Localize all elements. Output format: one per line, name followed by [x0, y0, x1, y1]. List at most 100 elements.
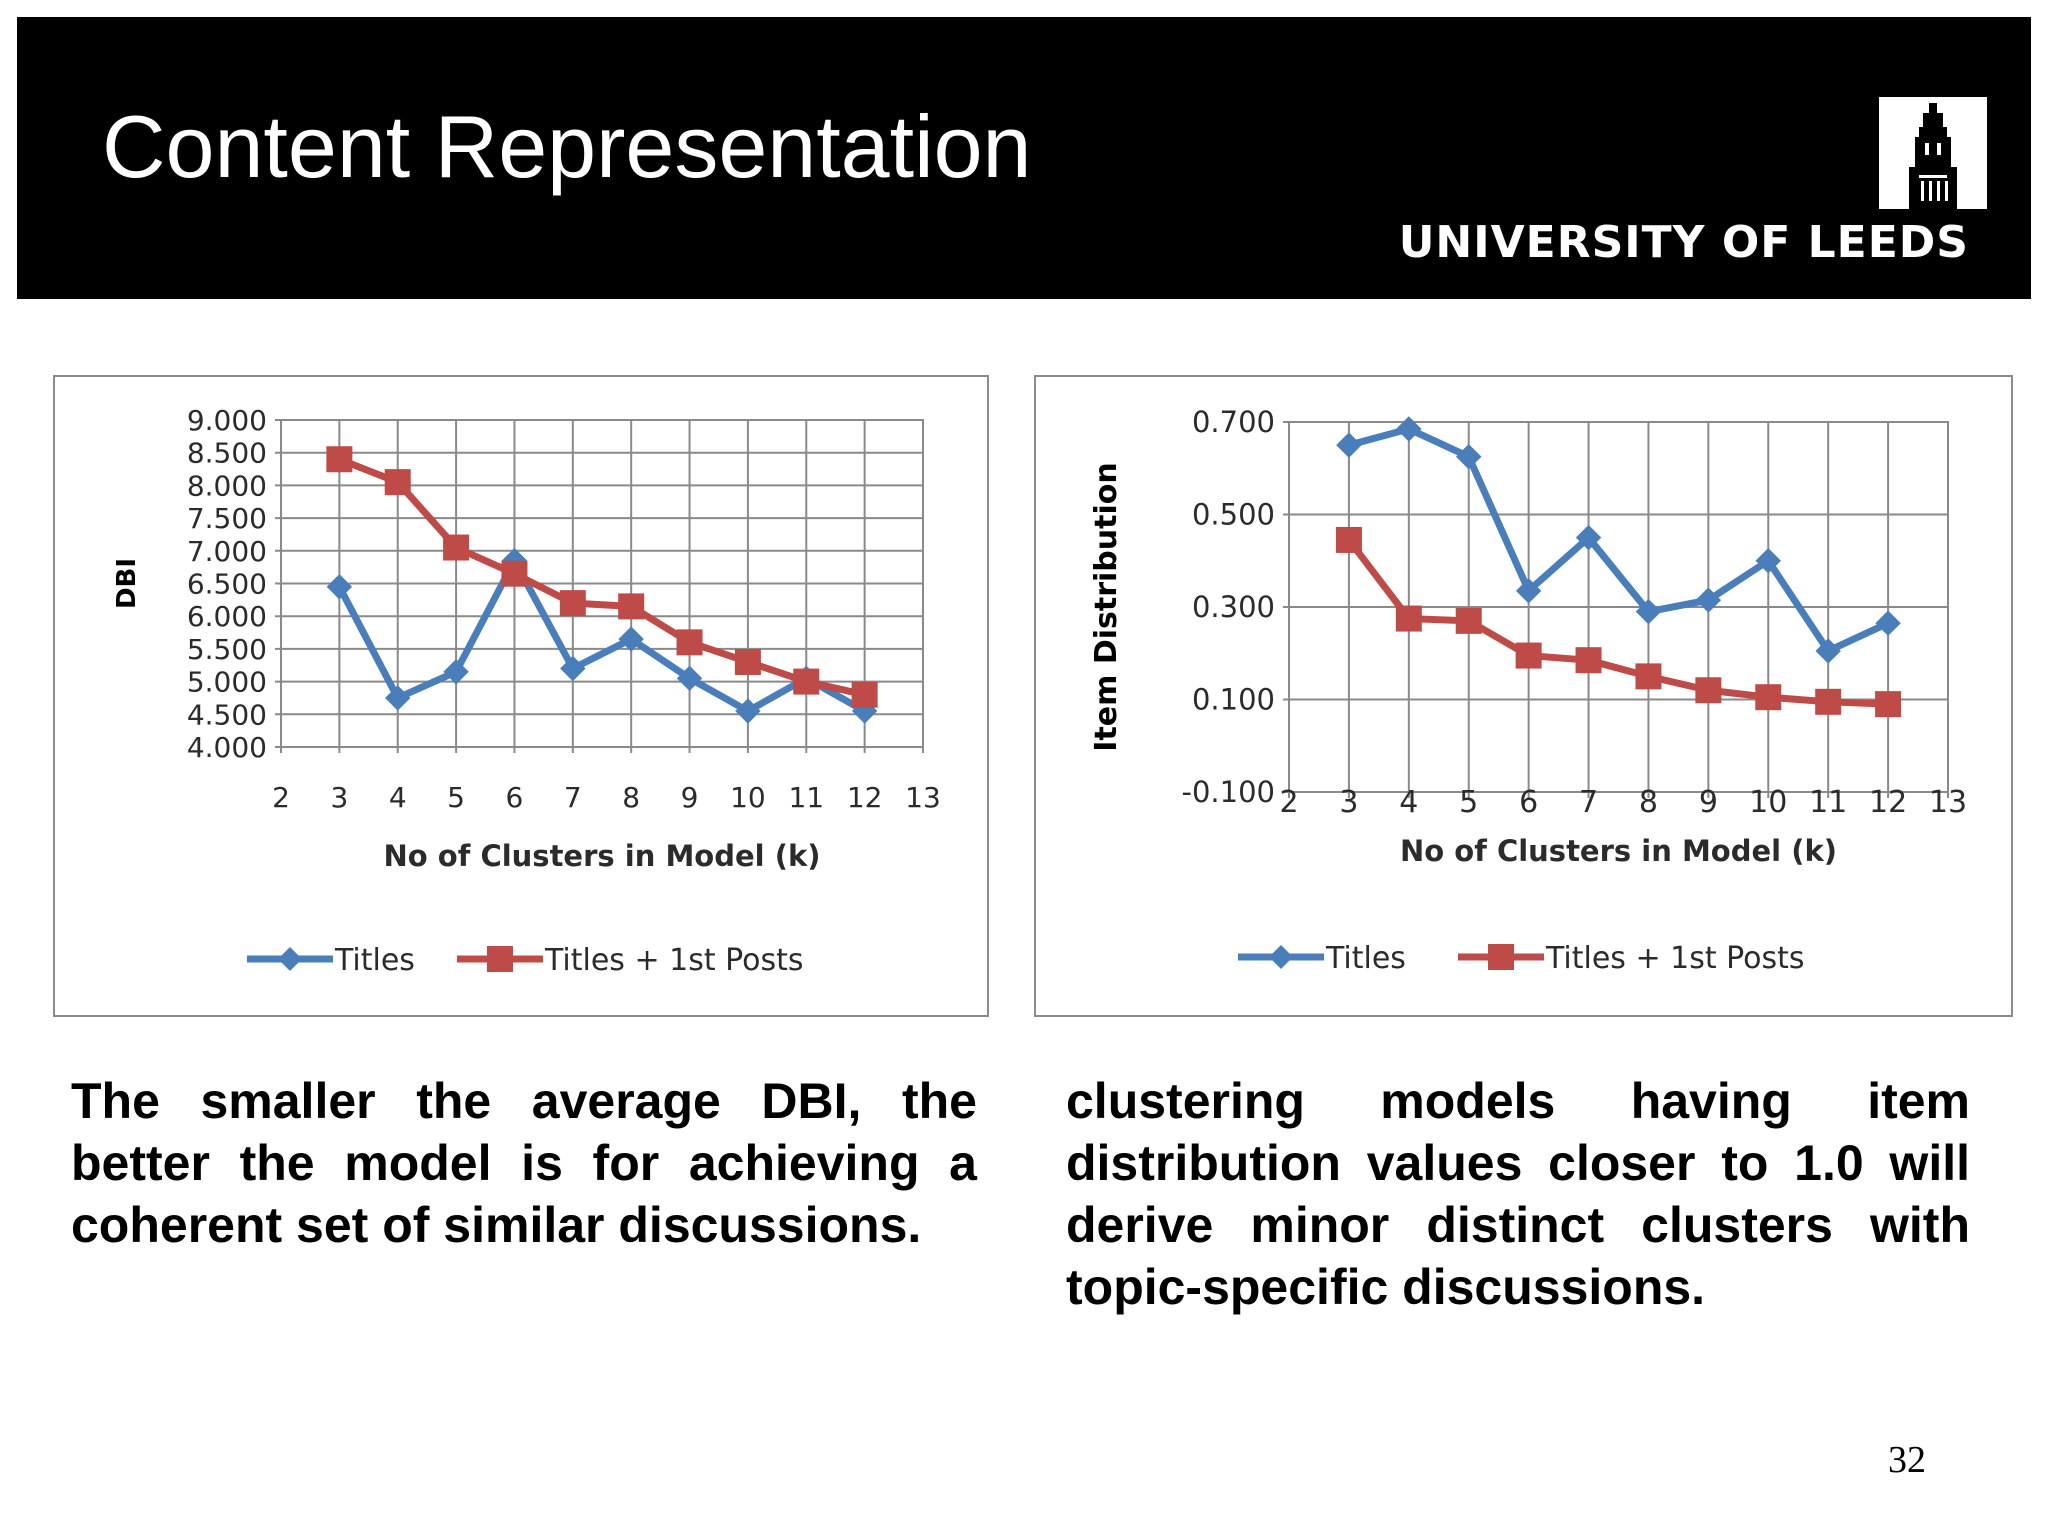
itemdist-series-titles-posts-point: [1815, 688, 1842, 715]
dbi-xtick-label: 13: [905, 781, 941, 814]
dbi-xtick-label: 3: [330, 781, 348, 814]
itemdist-series-titles-point: [1635, 598, 1662, 625]
itemdist-ytick-label: 0.500: [1192, 498, 1275, 532]
dbi-xtick-label: 12: [847, 781, 883, 814]
dbi-series-titles-posts-point: [851, 681, 878, 708]
dbi-series-titles-posts-point: [618, 593, 645, 620]
itemdist-ytick-label: 0.300: [1192, 590, 1275, 624]
dbi-series-titles-posts-point: [793, 668, 820, 695]
itemdist-legend-titles-posts-swatch-marker: [1488, 944, 1514, 970]
dbi-ytick-label: 8.000: [187, 469, 267, 502]
itemdist-xtick-label: 11: [1809, 785, 1847, 820]
dbi-ytick-label: 7.000: [187, 535, 267, 568]
item-distribution-chart: 0.700 0.500 0.300 0.100 -0.100 2 3 4 5 6 7 8 9 10 11 12…: [1034, 375, 2013, 1017]
itemdist-yaxis-title: Item Distribution: [1089, 462, 1124, 751]
itemdist-series-titles-posts-point: [1875, 691, 1902, 718]
caption-item-distribution: clustering models having item distributi…: [1066, 1073, 1970, 1315]
dbi-series-titles-point: [385, 685, 411, 711]
dbi-xtick-label: 11: [788, 781, 824, 814]
dbi-ytick-label: 5.000: [187, 666, 267, 699]
dbi-series-titles-posts-point: [384, 469, 411, 496]
itemdist-ytick-label: -0.100: [1182, 775, 1276, 809]
itemdist-series-titles-point: [1875, 610, 1901, 636]
dbi-ytick-label: 4.500: [187, 698, 267, 731]
dbi-xtick-label: 9: [681, 781, 699, 814]
itemdist-series-titles-point: [1515, 578, 1542, 604]
dbi-legend-titles-posts-swatch-marker: [487, 946, 513, 972]
itemdist-xtick-label: 5: [1459, 785, 1478, 820]
itemdist-series-titles-point: [1456, 443, 1482, 470]
slide-header: Content Representation UNIVERSITY OF LEE…: [17, 17, 2031, 299]
dbi-ytick-label: 6.000: [187, 600, 267, 633]
dbi-ytick-label: 9.000: [187, 404, 267, 437]
dbi-series-titles-posts-point: [676, 629, 703, 656]
dbi-series-titles-point: [560, 655, 586, 682]
dbi-series-titles-posts-point: [734, 648, 761, 675]
itemdist-xtick-label: 12: [1869, 785, 1907, 820]
page-number: 32: [1888, 1439, 1926, 1481]
university-logo-icon: [1879, 97, 1987, 209]
itemdist-series-titles-posts-line: [1346, 537, 1889, 708]
dbi-xtick-label: 6: [506, 781, 524, 814]
dbi-chart: 9.000 8.500 8.000 7.500 7.000 6.500 6.000 5.500…: [53, 375, 989, 1017]
dbi-series-titles-point: [618, 626, 644, 652]
caption-dbi: The smaller the average DBI, the better …: [71, 1073, 977, 1253]
itemdist-series-titles-posts-point: [1515, 642, 1542, 669]
dbi-ytick-label: 6.500: [187, 568, 267, 601]
dbi-series-titles-posts-point: [559, 590, 586, 617]
itemdist-series-titles-point: [1396, 416, 1422, 442]
itemdist-series-titles-posts-point: [1755, 684, 1782, 711]
itemdist-xaxis-title: No of Clusters in Model (k): [1400, 834, 1837, 868]
itemdist-series-titles-posts-point: [1695, 677, 1722, 704]
dbi-xtick-label: 7: [564, 781, 582, 814]
itemdist-series-titles-point: [1695, 587, 1722, 613]
dbi-ytick-label: 5.500: [187, 633, 267, 666]
itemdist-series-titles-posts-point: [1335, 526, 1362, 553]
itemdist-xtick-label: 9: [1699, 785, 1718, 820]
dbi-ytick-label: 7.500: [187, 502, 267, 535]
itemdist-series-titles-point: [1815, 638, 1841, 664]
itemdist-xtick-label: 4: [1399, 785, 1418, 820]
itemdist-xtick-label: 2: [1279, 785, 1298, 820]
itemdist-ytick-label: 0.100: [1192, 683, 1275, 717]
itemdist-xtick-label: 6: [1519, 785, 1538, 820]
itemdist-legend-titles-label: Titles: [1325, 941, 1406, 976]
itemdist-series-titles-point: [1575, 524, 1602, 551]
dbi-legend-titles-swatch-marker: [278, 947, 302, 971]
dbi-chart-svg: 9.0008.5008.0007.5007.0006.5006.0005.500…: [112, 404, 941, 978]
dbi-series-titles-posts-line: [338, 455, 866, 699]
dbi-legend-titles-posts-label: Titles + 1st Posts: [544, 943, 804, 978]
dbi-ytick-label: 8.500: [187, 437, 267, 470]
itemdist-series-titles-point: [1336, 432, 1362, 458]
dbi-xtick-label: 10: [730, 781, 766, 814]
itemdist-series-titles-line: [1347, 425, 1890, 655]
itemdist-series-titles-posts-point: [1395, 605, 1422, 632]
dbi-series-titles-point: [443, 659, 469, 685]
university-logo-text: UNIVERSITY OF LEEDS: [1398, 217, 1969, 268]
dbi-xtick-label: 8: [622, 781, 640, 814]
itemdist-series-titles-point: [1755, 548, 1781, 574]
dbi-series-titles-posts-point: [443, 534, 470, 561]
dbi-yaxis-title: DBI: [112, 558, 142, 609]
itemdist-legend-titles-posts-label: Titles + 1st Posts: [1545, 941, 1805, 976]
dbi-xtick-label: 2: [272, 781, 290, 814]
dbi-series-titles-point: [676, 665, 703, 692]
dbi-xaxis-title: No of Clusters in Model (k): [384, 839, 821, 873]
dbi-xtick-label: 5: [447, 781, 465, 814]
itemdist-series-titles-posts-point: [1575, 647, 1602, 674]
itemdist-xtick-label: 7: [1579, 785, 1598, 820]
itemdist-legend-titles-swatch-marker: [1269, 945, 1293, 969]
slide-title: Content Representation: [102, 97, 1032, 196]
itemdist-series-titles-posts-point: [1455, 607, 1482, 634]
dbi-legend-titles-label: Titles: [334, 943, 415, 978]
dbi-series-titles-point: [735, 698, 761, 724]
dbi-series-titles-line: [336, 557, 867, 715]
dbi-series-titles-point: [326, 574, 353, 600]
itemdist-series-titles-posts-point: [1635, 663, 1662, 690]
item-distribution-chart-svg: 0.700 0.500 0.300 0.100 -0.100 2 3 4 5 6 7 8 9 10 11 12…: [1089, 405, 1967, 976]
dbi-ytick-label: 4.000: [187, 731, 267, 764]
dbi-series-titles-posts-point: [326, 446, 353, 473]
dbi-series-titles-posts-point: [501, 560, 528, 587]
itemdist-xtick-label: 13: [1929, 785, 1967, 820]
itemdist-xtick-label: 3: [1339, 785, 1358, 820]
